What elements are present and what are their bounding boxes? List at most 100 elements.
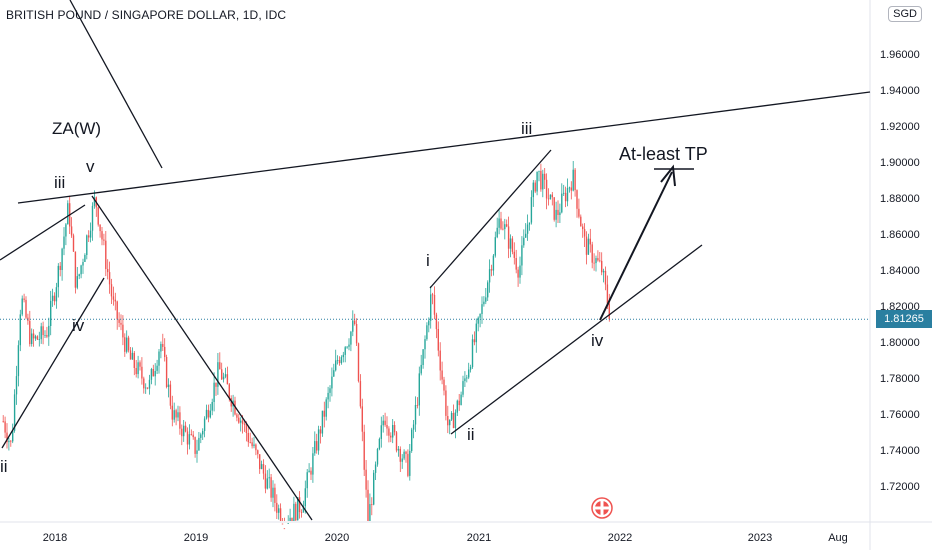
candle-body xyxy=(542,173,544,190)
price-tick-label: 1.88000 xyxy=(880,193,920,205)
candle-body xyxy=(405,451,407,454)
drawing-layer[interactable] xyxy=(0,0,871,521)
candle-body xyxy=(471,339,474,367)
candle-body xyxy=(564,192,567,202)
candle-body xyxy=(473,339,476,343)
candle-body xyxy=(192,434,194,438)
candle-body xyxy=(570,187,572,191)
long-downtrend-line[interactable] xyxy=(91,195,313,521)
candle-body xyxy=(112,296,115,300)
symbol-title: BRITISH POUND / SINGAPORE DOLLAR, 1D, ID… xyxy=(6,8,287,22)
candle-body xyxy=(494,237,496,256)
candle-body xyxy=(202,431,204,435)
candle-body xyxy=(464,378,466,382)
candle-body xyxy=(124,337,126,352)
candle-body xyxy=(42,326,44,336)
candle-body xyxy=(578,208,580,217)
candle-body xyxy=(188,434,191,445)
target-arrow-head[interactable] xyxy=(660,164,676,187)
right-wave-channel-upper[interactable] xyxy=(429,149,552,289)
candle-body xyxy=(44,335,46,336)
candle-body xyxy=(171,405,173,420)
candle-body xyxy=(528,222,531,225)
left-wave-channel-lower[interactable] xyxy=(1,277,105,449)
candle-body xyxy=(289,517,291,521)
candle-body xyxy=(331,376,333,389)
candle-body xyxy=(606,284,609,304)
candle-body xyxy=(393,425,396,433)
candle-body xyxy=(523,237,525,246)
candle-body xyxy=(143,378,145,389)
candle-body xyxy=(137,362,139,375)
candle-body xyxy=(506,224,508,227)
candle-body xyxy=(511,238,514,252)
candle-body xyxy=(236,414,238,418)
candle-body xyxy=(367,489,369,521)
right-wave-channel-lower[interactable] xyxy=(450,244,703,435)
candle-body xyxy=(126,337,128,352)
candle-body xyxy=(304,488,306,507)
candle-body xyxy=(593,262,595,264)
candle-body xyxy=(342,354,344,358)
candle-body xyxy=(127,337,130,351)
candle-body xyxy=(335,360,337,371)
candle-body xyxy=(154,371,156,377)
price-tick-label: 1.92000 xyxy=(880,121,920,133)
candle-body xyxy=(194,437,196,454)
currency-badge[interactable]: SGD xyxy=(888,6,922,22)
candle-body xyxy=(139,362,141,367)
target-label: At-least TP xyxy=(619,144,708,164)
candle-body xyxy=(61,248,63,270)
candle-body xyxy=(150,369,153,380)
candle-body xyxy=(450,413,453,420)
candle-body xyxy=(601,260,603,273)
candle-body xyxy=(19,314,21,346)
candle-body xyxy=(576,190,578,209)
candle-body xyxy=(148,379,151,389)
plot-area[interactable] xyxy=(0,0,870,522)
candle-body xyxy=(25,299,27,318)
candle-body xyxy=(608,303,610,320)
candle-body xyxy=(70,226,73,236)
candle-body xyxy=(264,473,267,489)
descending-line-top[interactable] xyxy=(69,0,163,169)
candle-body xyxy=(323,410,325,417)
candle-body xyxy=(251,442,253,447)
candle-body xyxy=(190,434,192,435)
candle-body xyxy=(557,209,559,215)
left-wave-channel-upper[interactable] xyxy=(0,204,86,261)
candle-body xyxy=(34,336,37,339)
candle-body xyxy=(93,197,96,206)
time-tick-label: 2023 xyxy=(748,532,772,544)
candle-body xyxy=(23,298,25,300)
candle-body xyxy=(133,352,135,368)
candle-body xyxy=(156,365,158,371)
candle-body xyxy=(483,301,485,305)
time-axis: 2018 2019 2020 2021 2022 2023 Aug xyxy=(43,532,848,544)
candle-body xyxy=(462,381,464,395)
candle-body xyxy=(416,405,419,406)
candle-body xyxy=(447,416,449,426)
candle-body xyxy=(357,343,360,382)
candle-body xyxy=(376,449,379,465)
candle-body xyxy=(374,464,377,473)
right-i-label: i xyxy=(426,251,430,270)
candle-body xyxy=(13,394,16,431)
time-tick-label: 2020 xyxy=(325,532,349,544)
candle-body xyxy=(373,472,375,505)
candle-body xyxy=(268,477,270,479)
candle-body xyxy=(430,294,432,321)
upper-trendline[interactable] xyxy=(17,91,871,204)
candle-body xyxy=(196,450,198,454)
candle-body xyxy=(259,454,261,469)
candle-body xyxy=(355,324,358,344)
candle-body xyxy=(369,504,371,521)
candle-body xyxy=(466,377,468,379)
target-arrow-shaft[interactable] xyxy=(599,171,673,321)
candle-body xyxy=(38,339,40,340)
candle-body xyxy=(10,440,12,442)
candle-body xyxy=(184,425,187,432)
candle-body xyxy=(314,441,316,454)
